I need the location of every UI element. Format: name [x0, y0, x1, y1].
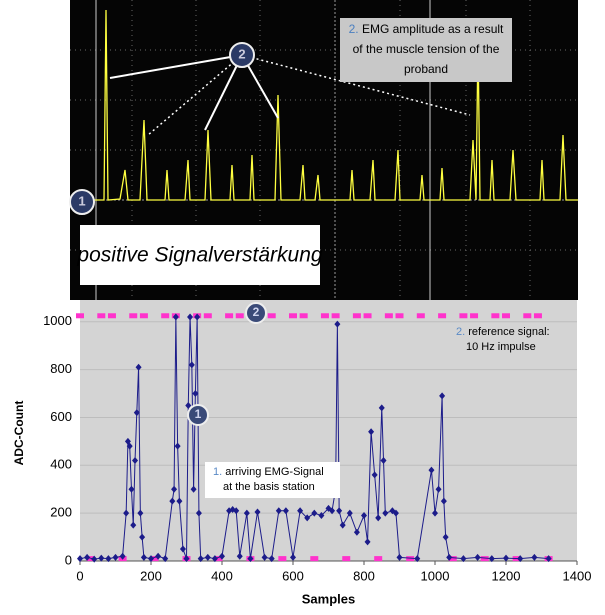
annotation-line: reference signal: — [468, 326, 549, 338]
reference-marker — [161, 313, 169, 318]
reference-marker — [289, 313, 297, 318]
reference-marker — [300, 313, 308, 318]
annotation-number: 1. — [213, 466, 222, 478]
chart: 0 200 400 600 800 1000 0 200 400 600 800 1000 1200 14… — [12, 300, 591, 606]
annotation-line: proband — [404, 62, 448, 76]
y-tick-label: 600 — [50, 409, 72, 424]
reference-marker — [129, 313, 137, 318]
x-tick-label: 200 — [140, 568, 162, 583]
reference-marker — [417, 313, 425, 318]
reference-marker — [225, 313, 233, 318]
annotation-line: of the muscle tension of the — [353, 42, 500, 56]
reference-marker — [491, 313, 499, 318]
y-tick-label: 0 — [65, 552, 72, 567]
figure: 2. EMG amplitude as a result of the musc… — [0, 0, 605, 610]
reference-marker — [523, 313, 531, 318]
reference-marker — [385, 313, 393, 318]
y-tick-label: 1000 — [43, 313, 72, 328]
reference-marker — [534, 313, 542, 318]
reference-marker — [236, 313, 244, 318]
y-axis-label: ADC-Count — [12, 401, 26, 466]
caption: positive Signalverstärkung — [76, 244, 322, 267]
reference-marker — [310, 556, 318, 561]
annotation-line: 10 Hz impulse — [466, 341, 536, 353]
reference-marker — [353, 313, 361, 318]
y-tick-label: 200 — [50, 505, 72, 520]
reference-marker — [76, 313, 84, 318]
annotation: 2. EMG amplitude as a result — [349, 22, 504, 36]
x-tick-label: 1200 — [492, 568, 521, 583]
badge-label: 1 — [78, 193, 85, 208]
annotation-number: 2. — [456, 326, 465, 338]
annotation-number: 2. — [349, 22, 359, 36]
reference-marker — [278, 556, 286, 561]
annotation: 1. arriving EMG-Signal — [213, 466, 324, 478]
y-tick-label: 400 — [50, 457, 72, 472]
x-tick-label: 1000 — [421, 568, 450, 583]
reference-marker — [204, 313, 212, 318]
plot-area — [80, 300, 577, 561]
reference-marker — [364, 313, 372, 318]
reference-marker — [321, 313, 329, 318]
y-tick-label: 800 — [50, 361, 72, 376]
annotation-line: arriving EMG-Signal — [225, 466, 323, 478]
reference-marker — [140, 313, 148, 318]
x-tick-label: 400 — [211, 568, 233, 583]
x-tick-label: 0 — [76, 568, 83, 583]
reference-marker — [396, 313, 404, 318]
x-axis-label: Samples — [302, 591, 355, 606]
badge-label: 2 — [238, 46, 245, 61]
reference-marker — [108, 313, 116, 318]
reference-marker — [97, 313, 105, 318]
reference-marker — [502, 313, 510, 318]
badge-label: 1 — [195, 407, 202, 421]
oscilloscope: 2. EMG amplitude as a result of the musc… — [70, 0, 578, 300]
reference-marker — [470, 313, 478, 318]
reference-marker — [342, 556, 350, 561]
reference-marker — [374, 556, 382, 561]
annotation-line: at the basis station — [223, 481, 315, 493]
x-tick-label: 1400 — [563, 568, 592, 583]
x-tick-label: 800 — [353, 568, 375, 583]
reference-marker — [438, 313, 446, 318]
reference-marker — [332, 313, 340, 318]
x-tick-label: 600 — [282, 568, 304, 583]
reference-marker — [268, 313, 276, 318]
annotation: 2. reference signal: — [456, 326, 550, 338]
badge-label: 2 — [253, 305, 260, 319]
reference-marker — [459, 313, 467, 318]
annotation-line: EMG amplitude as a result — [362, 22, 504, 36]
